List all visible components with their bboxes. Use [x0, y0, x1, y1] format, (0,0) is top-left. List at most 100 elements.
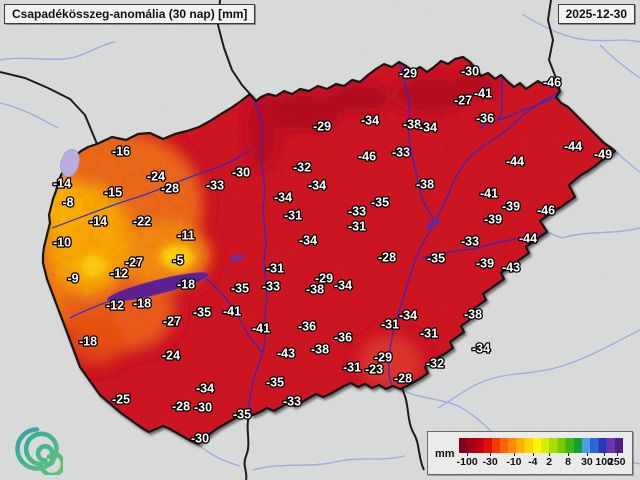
lakes: [60, 148, 440, 302]
map-value-label: -27: [163, 315, 181, 329]
map-value-label: -33: [348, 205, 366, 219]
map-value-label: -44: [519, 232, 537, 246]
map-value-label: -9: [67, 272, 78, 286]
legend-colorbar: [459, 438, 623, 453]
map-value-label: -15: [104, 186, 122, 200]
map-value-label: -46: [537, 204, 555, 218]
raba-river: [51, 149, 251, 229]
map-value-label: -28: [161, 182, 179, 196]
legend-tick-mark: [616, 453, 618, 456]
map-value-label: -39: [502, 200, 520, 214]
legend-tick-mark: [467, 453, 469, 456]
map-value-label: -35: [266, 376, 284, 390]
legend-tick-mark: [568, 453, 570, 456]
map-value-label: -30: [194, 401, 212, 415]
map-value-label: -25: [112, 393, 130, 407]
lake-balaton: [107, 272, 209, 302]
legend-tick-label: -30: [482, 456, 498, 468]
map-value-label: -33: [262, 280, 280, 294]
legend-tick-mark: [586, 453, 588, 456]
map-value-label: -31: [266, 262, 284, 276]
legend-tick-mark: [490, 453, 492, 456]
map-value-label: -33: [461, 235, 479, 249]
map-value-label: -27: [454, 94, 472, 108]
map-value-label: -28: [172, 400, 190, 414]
map-value-label: -8: [62, 196, 73, 210]
map-title: Csapadékösszeg-anomália (30 nap) [mm]: [4, 4, 256, 24]
map-value-label: -38: [416, 178, 434, 192]
map-value-label: -18: [177, 278, 195, 292]
map-value-label: -49: [594, 148, 612, 162]
map-value-label: -43: [502, 261, 520, 275]
map-value-label: -35: [193, 306, 211, 320]
tisza-river: [388, 90, 561, 389]
map-value-label: -34: [334, 279, 352, 293]
map-value-label: -14: [89, 215, 107, 229]
map-value-label: -36: [298, 320, 316, 334]
map-value-label: -30: [232, 166, 250, 180]
inside-rivers: [51, 61, 561, 416]
map-value-label: -36: [476, 112, 494, 126]
map-value-label: -34: [308, 179, 326, 193]
lake-velence: [230, 254, 244, 262]
map-value-label: -5: [172, 254, 183, 268]
map-value-label: -34: [399, 309, 417, 323]
map-value-label: -41: [480, 187, 498, 201]
legend-tick-mark: [604, 453, 606, 456]
map-value-label: -33: [283, 395, 301, 409]
map-value-label: -38: [306, 283, 324, 297]
map-value-label: -34: [299, 234, 317, 248]
legend-tick-mark: [513, 453, 515, 456]
danube-river: [248, 92, 268, 416]
map-value-label: -39: [484, 213, 502, 227]
neighbor-borders: [0, 0, 561, 480]
map-value-label: -28: [394, 372, 412, 386]
legend-tick-mark: [532, 453, 534, 456]
map-value-label: -35: [231, 282, 249, 296]
map-value-label: -18: [79, 335, 97, 349]
map-value-label: -24: [147, 170, 165, 184]
legend-colorbar-area: -100 -30 -10 -4 2 8 30 100 250: [457, 438, 626, 470]
map-value-label: -31: [348, 220, 366, 234]
map-value-label: -22: [133, 215, 151, 229]
map-value-label: -41: [223, 305, 241, 319]
map-value-label: -36: [334, 331, 352, 345]
lake-tisza: [426, 218, 440, 230]
map-value-label: -31: [381, 318, 399, 332]
map-value-label: -46: [358, 150, 376, 164]
map-value-label: -12: [106, 299, 124, 313]
map-value-label: -38: [464, 308, 482, 322]
map-value-label: -34: [419, 121, 437, 135]
map-value-label: -32: [293, 161, 311, 175]
map-value-label: -35: [371, 196, 389, 210]
map-value-label: -34: [274, 191, 292, 205]
map-value-label: -14: [53, 177, 71, 191]
map-value-label: -29: [315, 272, 333, 286]
map-value-label: -43: [277, 347, 295, 361]
map-value-label: -41: [252, 322, 270, 336]
legend-tick-label: -10: [506, 456, 522, 468]
map-value-label: -27: [125, 256, 143, 270]
legend-tick-label: 100: [595, 456, 613, 468]
map-value-label: -11: [177, 229, 194, 243]
map-value-label: -29: [374, 351, 392, 365]
map-value-label: -34: [472, 342, 490, 356]
map-value-label: -44: [564, 140, 582, 154]
map-value-label: -34: [361, 114, 379, 128]
legend-tick-label: 8: [565, 456, 571, 468]
map-value-label: -29: [313, 120, 331, 134]
legend-unit-label: mm: [435, 448, 455, 460]
legend-tick-label: 2: [546, 456, 553, 468]
map-value-label: -44: [506, 155, 524, 169]
met-logo-icon: [15, 427, 63, 475]
map-value-label: -46: [543, 76, 561, 90]
map-value-label: -10: [53, 236, 71, 250]
legend-tick-label: -4: [528, 456, 538, 468]
map-value-label: -16: [112, 145, 130, 159]
map-value-label: -32: [426, 357, 444, 371]
map-value-label: -33: [206, 179, 224, 193]
map-value-label: -18: [133, 297, 151, 311]
